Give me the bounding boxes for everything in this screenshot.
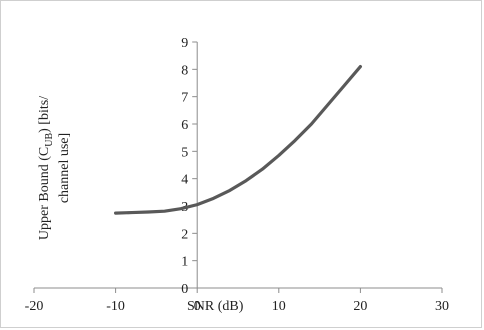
y-tick-label: 7: [181, 91, 188, 106]
y-tick-label: 0: [181, 282, 188, 297]
y-tick-label: 6: [181, 118, 188, 133]
y-tick-label: 2: [181, 227, 188, 242]
y-axis-label-main: Upper Bound (C: [37, 147, 52, 240]
y-axis-label-end: ) [bits/: [37, 96, 52, 133]
labels: SNR (dB) Upper Bound (CUB) [bits/ channe…: [37, 96, 244, 314]
y-axis-label-subscript: UB: [44, 133, 55, 147]
series-layer: [114, 65, 362, 215]
x-axis-label: SNR (dB): [187, 299, 244, 314]
y-tick-label: 9: [181, 36, 188, 51]
x-tick-label: -20: [25, 299, 44, 314]
y-tick-label: 8: [181, 63, 188, 78]
y-axis-label: Upper Bound (CUB) [bits/: [37, 96, 55, 240]
x-tick-label: 30: [435, 299, 449, 314]
y-tick-label: 1: [181, 255, 188, 270]
y-tick-label: 5: [181, 145, 188, 160]
series-line-0: [114, 65, 362, 215]
y-tick-label: 4: [181, 173, 188, 188]
x-tick-label: 10: [272, 299, 286, 314]
x-tick-label: 0: [194, 299, 201, 314]
y-axis-label-line-2: channel use]: [57, 133, 72, 203]
x-tick-label: 20: [353, 299, 367, 314]
x-tick-label: -10: [106, 299, 125, 314]
